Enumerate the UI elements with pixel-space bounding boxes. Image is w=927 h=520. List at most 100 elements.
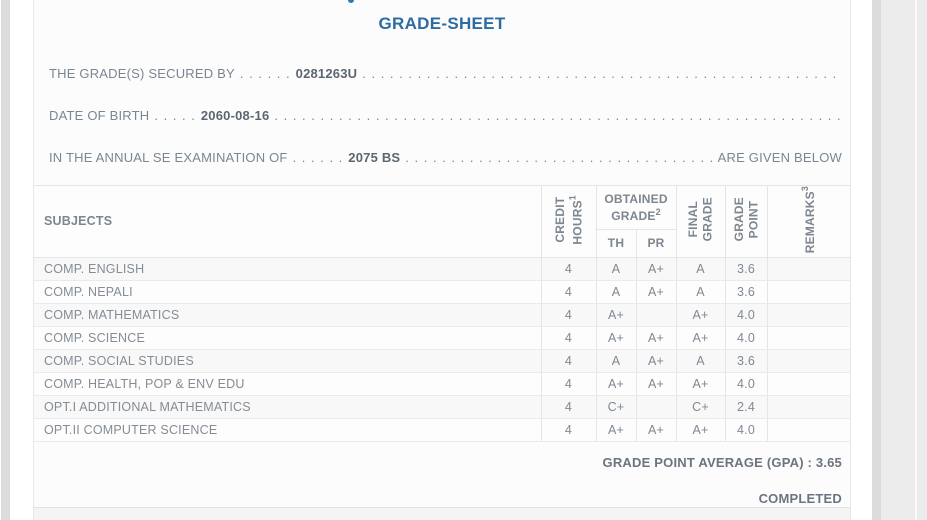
table-row: COMP. ENGLISH 4 A A+ A 3.6 <box>34 257 850 282</box>
date-of-birth-label: DATE OF BIRTH <box>49 108 150 123</box>
subject-cell: COMP. MATHEMATICS <box>34 303 541 328</box>
table-row: COMP. HEALTH, POP & ENV EDU 4 A+ A+ A+ 4… <box>34 372 850 397</box>
examination-year-value: 2075 BS <box>348 150 401 165</box>
credit-cell: 4 <box>540 418 596 443</box>
remarks-cell <box>766 372 850 397</box>
th-grade-cell: A+ <box>595 418 636 443</box>
grade-point-cell: 2.4 <box>724 395 768 420</box>
grade-table: SUBJECTS CREDIT HOURS1 OBTAINED GRADE2 F <box>34 185 850 443</box>
cutoff-text-glyph <box>348 0 354 3</box>
final-grade-cell: A+ <box>675 303 726 328</box>
secured-by-label: THE GRADE(S) SECURED BY <box>49 66 235 81</box>
table-row: COMP. NEPALI 4 A A+ A 3.6 <box>34 280 850 305</box>
gpa-summary: GRADE POINT AVERAGE (GPA) : 3.65 <box>603 455 842 470</box>
right-edge-strip <box>872 0 881 520</box>
remarks-cell <box>766 326 850 351</box>
subject-cell: COMP. NEPALI <box>34 280 541 305</box>
dotted-leader: . . . . . . . . . . . . . . . . . . . . … <box>362 66 842 81</box>
grade-point-header: GRADE POINT <box>724 185 768 259</box>
subject-cell: OPT.II COMPUTER SCIENCE <box>34 418 541 443</box>
date-of-birth-value: 2060-08-16 <box>200 108 270 123</box>
dotted-separator: . . . . . . <box>292 150 344 165</box>
info-line-secured-by: THE GRADE(S) SECURED BY . . . . . . 0281… <box>49 66 842 81</box>
theory-subheader: TH <box>595 229 636 259</box>
th-grade-cell: A <box>595 280 636 305</box>
subject-cell: COMP. ENGLISH <box>34 257 541 282</box>
grade-point-cell: 3.6 <box>724 257 768 282</box>
grade-point-cell: 3.6 <box>724 349 768 374</box>
pr-grade-cell: A+ <box>635 418 677 443</box>
practical-subheader: PR <box>635 229 677 259</box>
subjects-header: SUBJECTS <box>34 185 541 259</box>
table-row: OPT.II COMPUTER SCIENCE 4 A+ A+ A+ 4.0 <box>34 418 850 443</box>
right-panel-divider <box>915 0 917 520</box>
credit-cell: 4 <box>540 257 596 282</box>
pr-grade-cell: A+ <box>635 372 677 397</box>
page-title: GRADE-SHEET <box>378 14 506 33</box>
remarks-header: REMARKS3 <box>766 185 850 259</box>
remarks-cell <box>766 395 850 420</box>
subject-cell: COMP. HEALTH, POP & ENV EDU <box>34 372 541 397</box>
dotted-leader: . . . . . . . . . . . . . . . . . . . . … <box>405 150 713 165</box>
final-grade-cell: A <box>675 349 726 374</box>
final-grade-cell: A+ <box>675 326 726 351</box>
remarks-cell <box>766 349 850 374</box>
th-grade-cell: A+ <box>595 372 636 397</box>
obtained-grade-header: OBTAINED GRADE2 <box>595 185 677 231</box>
remarks-cell <box>766 257 850 282</box>
symbol-number-value: 0281263U <box>295 66 358 81</box>
remarks-cell <box>766 280 850 305</box>
th-grade-cell: C+ <box>595 395 636 420</box>
credit-cell: 4 <box>540 372 596 397</box>
credit-hours-header: CREDIT HOURS1 <box>540 185 596 259</box>
final-grade-cell: A <box>675 280 726 305</box>
table-row: COMP. SCIENCE 4 A+ A+ A+ 4.0 <box>34 326 850 351</box>
credit-cell: 4 <box>540 395 596 420</box>
remarks-rotated-text: REMARKS3 <box>800 186 818 254</box>
footnote-3-marker: 3 <box>800 186 811 192</box>
dotted-separator: . . . . . <box>154 108 196 123</box>
final-grade-rotated-text: FINAL GRADE <box>686 197 715 242</box>
th-grade-cell: A <box>595 349 636 374</box>
completion-status: COMPLETED <box>758 491 842 506</box>
pr-grade-cell: A+ <box>635 326 677 351</box>
dotted-leader: . . . . . . . . . . . . . . . . . . . . … <box>274 108 842 123</box>
credit-cell: 4 <box>540 280 596 305</box>
examination-label: IN THE ANNUAL SE EXAMINATION OF <box>49 150 288 165</box>
gpa-value: 3.65 <box>815 455 842 470</box>
credit-cell: 4 <box>540 326 596 351</box>
pr-grade-cell: A+ <box>635 280 677 305</box>
credit-hours-rotated-text: CREDIT HOURS1 <box>552 194 584 245</box>
right-background-panel <box>881 0 927 520</box>
footnote-1-marker: 1 <box>567 194 577 201</box>
grade-sheet-panel: GRADE-SHEET THE GRADE(S) SECURED BY . . … <box>33 0 851 520</box>
th-grade-cell: A+ <box>595 303 636 328</box>
remarks-cell <box>766 303 850 328</box>
table-row: OPT.I ADDITIONAL MATHEMATICS 4 C+ C+ 2.4 <box>34 395 850 420</box>
grade-point-rotated-text: GRADE POINT <box>731 197 761 242</box>
left-edge-strip <box>1 0 10 520</box>
grade-table-container: SUBJECTS CREDIT HOURS1 OBTAINED GRADE2 F <box>34 185 850 443</box>
grade-point-cell: 4.0 <box>724 326 768 351</box>
info-line-date-of-birth: DATE OF BIRTH . . . . . 2060-08-16 . . .… <box>49 108 842 123</box>
next-section-partial <box>34 507 850 520</box>
final-grade-header: FINAL GRADE <box>675 185 726 259</box>
info-line-examination: IN THE ANNUAL SE EXAMINATION OF . . . . … <box>49 150 842 165</box>
pr-grade-cell: A+ <box>635 257 677 282</box>
final-grade-cell: A+ <box>675 372 726 397</box>
grade-point-cell: 4.0 <box>724 372 768 397</box>
gpa-label: GRADE POINT AVERAGE (GPA) : <box>602 455 813 470</box>
final-grade-cell: A <box>675 257 726 282</box>
table-row: COMP. SOCIAL STUDIES 4 A A+ A 3.6 <box>34 349 850 374</box>
grade-point-cell: 4.0 <box>724 303 768 328</box>
remarks-cell <box>766 418 850 443</box>
are-given-below-label: ARE GIVEN BELOW <box>717 150 842 165</box>
footnote-2-marker: 2 <box>655 206 661 217</box>
grade-point-cell: 3.6 <box>724 280 768 305</box>
subject-cell: COMP. SOCIAL STUDIES <box>34 349 541 374</box>
final-grade-cell: A+ <box>675 418 726 443</box>
pr-grade-cell: A+ <box>635 349 677 374</box>
subject-cell: OPT.I ADDITIONAL MATHEMATICS <box>34 395 541 420</box>
final-grade-cell: C+ <box>675 395 726 420</box>
pr-grade-cell <box>635 395 677 420</box>
